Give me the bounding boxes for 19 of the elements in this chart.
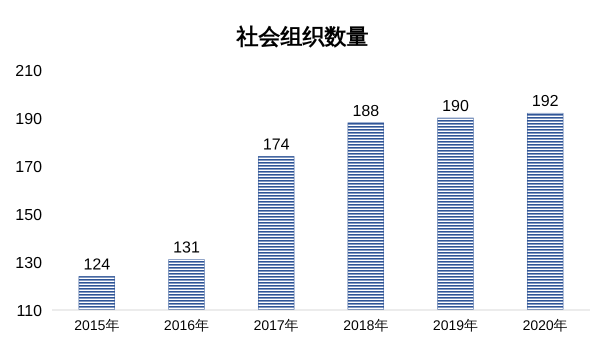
- x-tick-label: 2015年: [74, 317, 120, 333]
- data-label: 174: [262, 136, 290, 154]
- y-tick-label: 110: [16, 303, 42, 320]
- data-label: 188: [352, 102, 380, 120]
- y-tick-label: 170: [15, 159, 42, 176]
- data-label: 131: [173, 240, 200, 257]
- x-tick-label: 2016年: [164, 317, 210, 333]
- y-tick-label: 150: [15, 207, 42, 224]
- y-tick-label: 210: [15, 63, 42, 80]
- y-tick-label: 190: [15, 111, 42, 128]
- x-tick-label: 2017年: [254, 317, 299, 333]
- x-tick-label: 2019年: [432, 317, 478, 333]
- chart-title: 社会组织数量: [236, 24, 368, 49]
- y-tick-label: 130: [15, 255, 42, 272]
- data-label: 192: [532, 93, 559, 110]
- data-label: 124: [83, 256, 110, 274]
- x-tick-label: 2020年: [522, 317, 568, 333]
- data-label: 190: [442, 98, 469, 115]
- x-tick-label: 2018年: [343, 317, 388, 333]
